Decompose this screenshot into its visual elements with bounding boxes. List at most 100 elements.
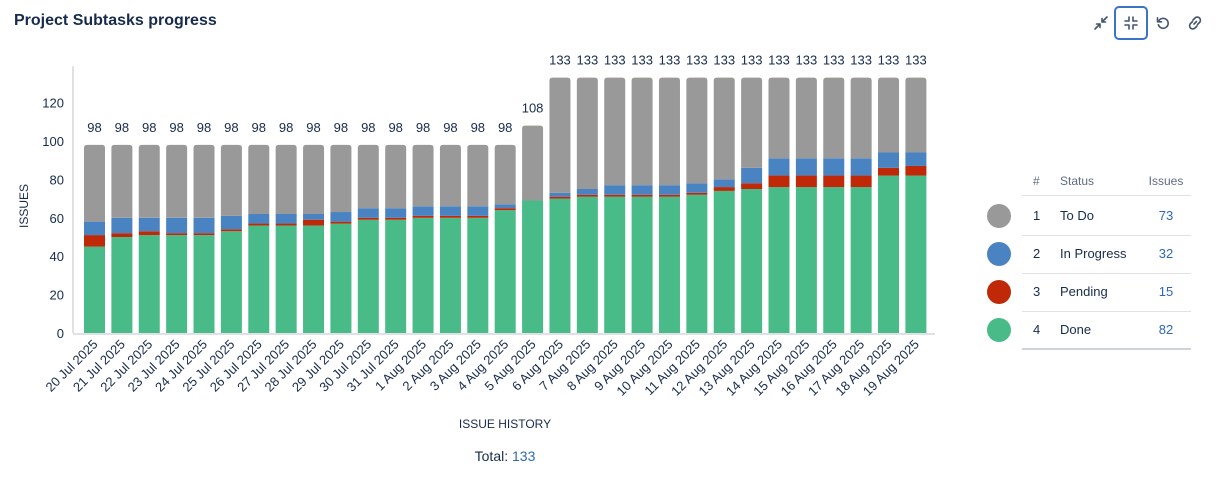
bar-total-label: 133 [878,53,900,68]
legend-row-in-progress: 2 In Progress 32 [980,235,1191,273]
bar-segment-in-progress [138,217,160,232]
collapse-button[interactable] [1114,6,1148,40]
legend-swatch-done [987,318,1011,342]
bar-total-label: 98 [471,120,485,135]
bar-segment-pending [878,167,900,176]
bar-segment-pending [686,192,708,195]
bar-segment-in-progress [357,208,379,218]
bar-segment-pending [330,221,352,224]
legend-num: 2 [1033,246,1041,261]
bar-total-label: 108 [522,101,544,116]
bar-segment-in-progress [631,185,653,195]
bar-segment-done [166,235,188,333]
bar-segment-done [658,196,680,333]
y-tick-label: 40 [50,249,64,264]
legend-num: 3 [1033,284,1041,299]
legend-divider [1022,348,1191,350]
bar-segment-done [220,231,242,333]
bar-segment-in-progress [878,152,900,168]
bar-segment-to-do [193,144,215,218]
bar-segment-done [248,225,270,333]
bar-segment-pending [768,175,790,188]
bar-segment-to-do [248,144,270,214]
bar-segment-in-progress [330,212,352,222]
y-tick-label: 100 [42,134,64,149]
bar-segment-done [111,237,133,333]
legend-swatch-todo [987,204,1011,228]
bar-segment-in-progress [385,208,407,218]
legend-row-todo: 1 To Do 73 [980,197,1191,235]
bar-total-label: 133 [796,53,818,68]
bar-segment-to-do [686,77,708,184]
bar-total-label: 133 [713,53,735,68]
bar-segment-to-do [275,144,297,214]
bar-total-label: 98 [224,120,238,135]
page-title: Project Subtasks progress [14,12,217,29]
y-tick-label: 0 [57,326,64,341]
legend-status: In Progress [1060,246,1127,261]
y-tick-label: 120 [42,96,64,111]
bar-segment-done [303,225,325,333]
bar-segment-in-progress [604,185,626,195]
legend-num: 1 [1033,208,1041,223]
bar-segment-in-progress [193,217,215,234]
bar-segment-to-do [303,144,325,214]
bar-segment-done [439,217,461,333]
bar-segment-to-do [713,77,735,180]
legend-divider [1022,311,1191,312]
refresh-button[interactable] [1146,6,1180,40]
bar-total-label: 98 [169,120,183,135]
bar-segment-in-progress [275,213,297,224]
link-button[interactable] [1178,6,1212,40]
legend-row-done: 4 Done 82 [980,311,1191,349]
bar-segment-done [467,217,489,333]
bar-segment-pending [850,175,872,188]
y-axis-title: ISSUES [17,184,31,228]
bar-segment-in-progress [549,192,571,197]
bar-total-label: 98 [279,120,293,135]
bar-segment-to-do [768,77,790,159]
bar-segment-to-do [84,144,105,222]
bar-segment-done [549,198,571,333]
bar-segment-pending [549,196,571,199]
bar-total-label: 98 [443,120,457,135]
bar-total-label: 98 [142,120,156,135]
legend-count-link[interactable]: 73 [1158,208,1174,223]
total-summary: Total: 133 [0,448,1010,464]
y-tick-label: 60 [50,211,64,226]
legend-count-link[interactable]: 15 [1158,284,1174,299]
bar-segment-done [795,187,817,333]
legend-header-num: # [1033,174,1040,188]
bar-segment-done [823,187,845,333]
total-value-link[interactable]: 133 [512,448,536,464]
bar-segment-done [741,189,763,333]
bar-segment-pending [111,233,133,237]
bar-segment-in-progress [576,189,598,195]
bar-segment-done [412,217,434,333]
bar-segment-pending [193,233,215,236]
bar-total-label: 133 [686,53,708,68]
bar-total-label: 98 [115,120,129,135]
y-tick-label: 80 [50,172,64,187]
bar-segment-to-do [905,77,927,153]
total-label: Total: [474,448,509,464]
bar-total-label: 98 [416,120,430,135]
bar-segment-in-progress [467,206,489,216]
legend-count-link[interactable]: 32 [1158,246,1174,261]
bar-segment-to-do [439,144,461,207]
bar-segment-pending [439,215,461,218]
bar-segment-pending [385,217,407,220]
bar-segment-in-progress [412,206,434,216]
bar-segment-done [604,196,626,333]
bar-segment-to-do [576,77,598,189]
bar-segment-pending [220,229,242,232]
legend-count-link[interactable]: 82 [1158,322,1174,337]
bar-segment-pending [494,208,516,211]
minimize-button[interactable] [1084,6,1118,40]
legend-divider [1022,195,1191,196]
bar-segment-done [905,175,927,333]
bar-segment-to-do [631,77,653,186]
bar-segment-pending [412,215,434,218]
bar-segment-done [768,187,790,333]
